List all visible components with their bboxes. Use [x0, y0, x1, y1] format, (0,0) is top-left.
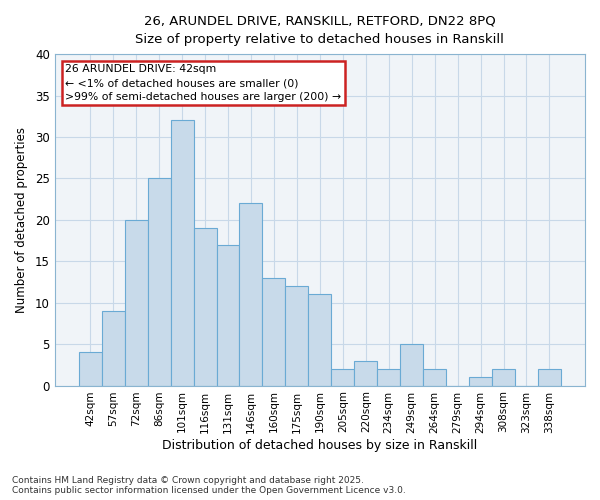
- Bar: [423, 369, 446, 386]
- X-axis label: Distribution of detached houses by size in Ranskill: Distribution of detached houses by size …: [162, 440, 478, 452]
- Bar: [217, 244, 239, 386]
- Bar: [469, 378, 492, 386]
- Bar: [239, 204, 262, 386]
- Bar: [492, 369, 515, 386]
- Bar: [308, 294, 331, 386]
- Bar: [262, 278, 286, 386]
- Bar: [125, 220, 148, 386]
- Bar: [400, 344, 423, 386]
- Bar: [194, 228, 217, 386]
- Bar: [170, 120, 194, 386]
- Bar: [354, 360, 377, 386]
- Title: 26, ARUNDEL DRIVE, RANSKILL, RETFORD, DN22 8PQ
Size of property relative to deta: 26, ARUNDEL DRIVE, RANSKILL, RETFORD, DN…: [136, 15, 504, 46]
- Bar: [286, 286, 308, 386]
- Bar: [148, 178, 170, 386]
- Text: Contains HM Land Registry data © Crown copyright and database right 2025.
Contai: Contains HM Land Registry data © Crown c…: [12, 476, 406, 495]
- Text: 26 ARUNDEL DRIVE: 42sqm
← <1% of detached houses are smaller (0)
>99% of semi-de: 26 ARUNDEL DRIVE: 42sqm ← <1% of detache…: [65, 64, 341, 102]
- Bar: [377, 369, 400, 386]
- Bar: [538, 369, 561, 386]
- Bar: [102, 311, 125, 386]
- Bar: [79, 352, 102, 386]
- Y-axis label: Number of detached properties: Number of detached properties: [15, 127, 28, 313]
- Bar: [331, 369, 354, 386]
